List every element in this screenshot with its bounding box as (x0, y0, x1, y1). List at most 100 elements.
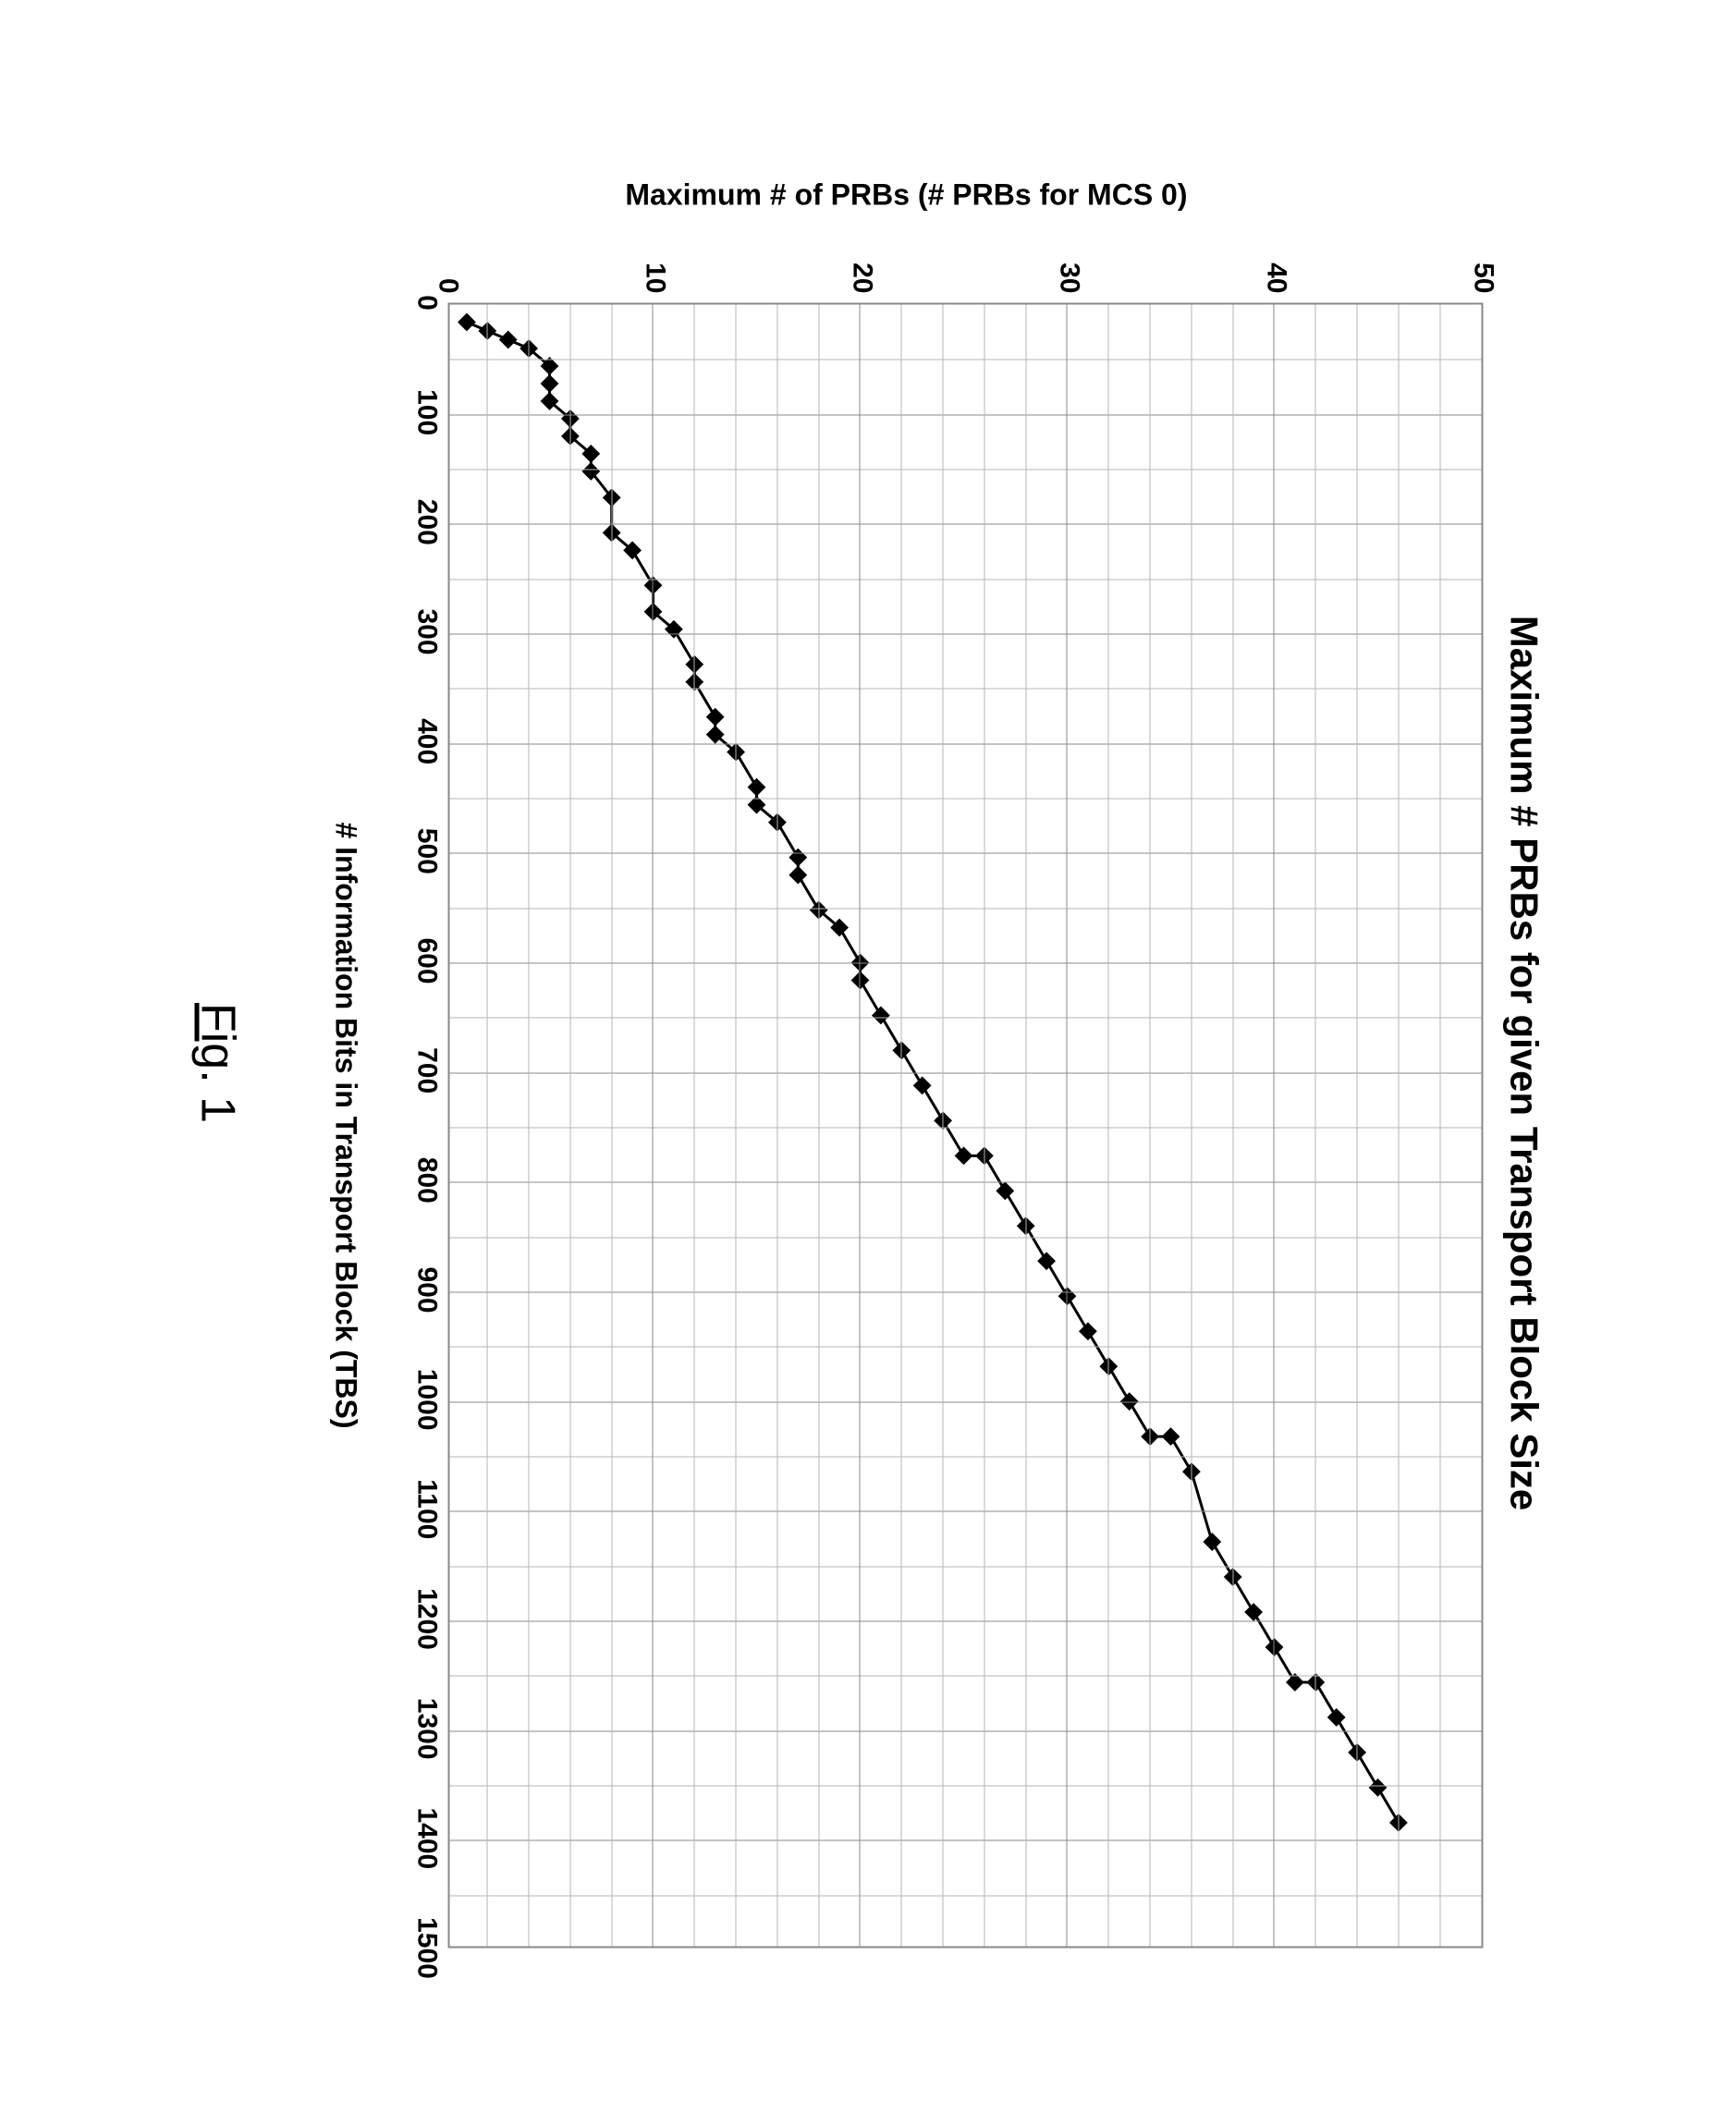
gridline-vertical (450, 1237, 1482, 1238)
x-tick-label: 1200 (411, 1588, 443, 1650)
gridline-vertical (450, 1676, 1482, 1677)
gridline-horizontal (1149, 305, 1150, 1947)
chart-title: Maximum # PRBs for given Transport Block… (1502, 616, 1547, 1511)
series-marker (1203, 1533, 1221, 1551)
y-axis-label: Maximum # of PRBs (# PRBs for MCS 0) (625, 178, 1187, 213)
gridline-horizontal (818, 305, 819, 1947)
gridline-vertical (450, 579, 1482, 580)
x-axis-label: # Information Bits in Transport Block (T… (329, 303, 363, 1949)
gridline-horizontal (693, 305, 694, 1947)
x-tick-label: 1000 (411, 1369, 443, 1431)
gridline-vertical (450, 634, 1482, 635)
x-axis-ticks: 0100200300400500600700800900100011001200… (406, 303, 443, 1949)
gridline-vertical (450, 1511, 1482, 1512)
y-tick-label: 20 (849, 263, 876, 293)
x-tick-label: 400 (411, 718, 443, 764)
x-tick-label: 1500 (411, 1917, 443, 1979)
series-marker (789, 866, 807, 885)
gridline-vertical (450, 1730, 1482, 1731)
series-marker (996, 1181, 1014, 1200)
gridline-vertical (450, 524, 1482, 525)
series-marker (955, 1146, 973, 1165)
gridline-vertical (450, 689, 1482, 690)
gridline-horizontal (1398, 305, 1399, 1947)
plot-area (448, 303, 1484, 1949)
gridline-vertical (450, 1566, 1482, 1567)
gridline-vertical (450, 743, 1482, 744)
gridline-horizontal (942, 305, 943, 1947)
plot-column: 50403020100 0100200300400500600700800900… (329, 229, 1484, 1949)
gridline-vertical (450, 1128, 1482, 1129)
series-marker (748, 778, 766, 797)
x-tick-label: 200 (411, 499, 443, 545)
gridline-vertical (450, 1786, 1482, 1787)
x-tick-label: 1100 (411, 1479, 443, 1539)
gridline-horizontal (486, 305, 487, 1947)
gridline-horizontal (735, 305, 736, 1947)
x-tick-label: 500 (411, 828, 443, 874)
y-tick-label: 0 (434, 278, 462, 294)
x-tick-label: 1300 (411, 1698, 443, 1760)
gridline-vertical (450, 414, 1482, 415)
gridline-horizontal (900, 305, 901, 1947)
gridline-vertical (450, 799, 1482, 800)
gridline-vertical (450, 1840, 1482, 1841)
series-marker (1079, 1322, 1097, 1340)
gridline-vertical (450, 963, 1482, 964)
series-marker (872, 1007, 890, 1025)
gridline-horizontal (653, 305, 654, 1947)
x-tick-label: 900 (411, 1266, 443, 1313)
x-tick-label: 1400 (411, 1807, 443, 1869)
x-tick-label: 100 (411, 389, 443, 435)
plot-row: 50403020100 (448, 229, 1484, 1949)
gridline-horizontal (1439, 305, 1440, 1947)
gridline-vertical (450, 1182, 1482, 1183)
gridline-vertical (450, 1621, 1482, 1622)
y-tick-label: 10 (642, 263, 669, 293)
series-marker (789, 849, 807, 867)
page: Maximum # PRBs for given Transport Block… (0, 0, 1736, 2126)
gridline-vertical (450, 1401, 1482, 1402)
gridline-horizontal (1107, 305, 1108, 1947)
x-tick-label: 700 (411, 1047, 443, 1094)
gridline-horizontal (528, 305, 529, 1947)
gridline-horizontal (569, 305, 570, 1947)
series-marker (1037, 1252, 1056, 1270)
series-marker (1369, 1778, 1388, 1797)
gridline-vertical (450, 1018, 1482, 1019)
figure-caption: Fig. 1 (190, 1003, 246, 1123)
rotated-figure-wrapper: Maximum # PRBs for given Transport Block… (119, 178, 1617, 1949)
gridline-horizontal (1025, 305, 1026, 1947)
gridline-vertical (450, 1072, 1482, 1073)
gridline-vertical (450, 1347, 1482, 1348)
gridline-vertical (450, 908, 1482, 909)
series-marker (499, 331, 518, 349)
gridline-horizontal (1191, 305, 1192, 1947)
y-tick-label: 30 (1056, 263, 1083, 293)
gridline-horizontal (860, 305, 861, 1947)
gridline-horizontal (611, 305, 612, 1947)
gridline-horizontal (1067, 305, 1068, 1947)
series-marker (1244, 1603, 1263, 1621)
series-marker (706, 708, 725, 727)
y-tick-label: 40 (1263, 263, 1290, 293)
gridline-vertical (450, 853, 1482, 854)
gridline-vertical (450, 1895, 1482, 1896)
series-marker (1162, 1427, 1180, 1446)
gridline-horizontal (1274, 305, 1275, 1947)
gridline-horizontal (1314, 305, 1315, 1947)
gridline-horizontal (1232, 305, 1233, 1947)
x-tick-label: 300 (411, 608, 443, 654)
y-tick-label: 50 (1470, 263, 1498, 293)
x-tick-label: 0 (411, 295, 443, 311)
y-axis-ticks: 50403020100 (448, 229, 1484, 303)
chart-block: Maximum # of PRBs (# PRBs for MCS 0) 504… (329, 178, 1484, 1949)
gridline-vertical (450, 1292, 1482, 1293)
series-marker (458, 313, 476, 332)
series-marker (913, 1077, 932, 1095)
x-tick-label: 600 (411, 937, 443, 984)
gridline-horizontal (1356, 305, 1357, 1947)
x-tick-label: 800 (411, 1157, 443, 1204)
series-marker (541, 374, 559, 393)
gridline-horizontal (776, 305, 777, 1947)
